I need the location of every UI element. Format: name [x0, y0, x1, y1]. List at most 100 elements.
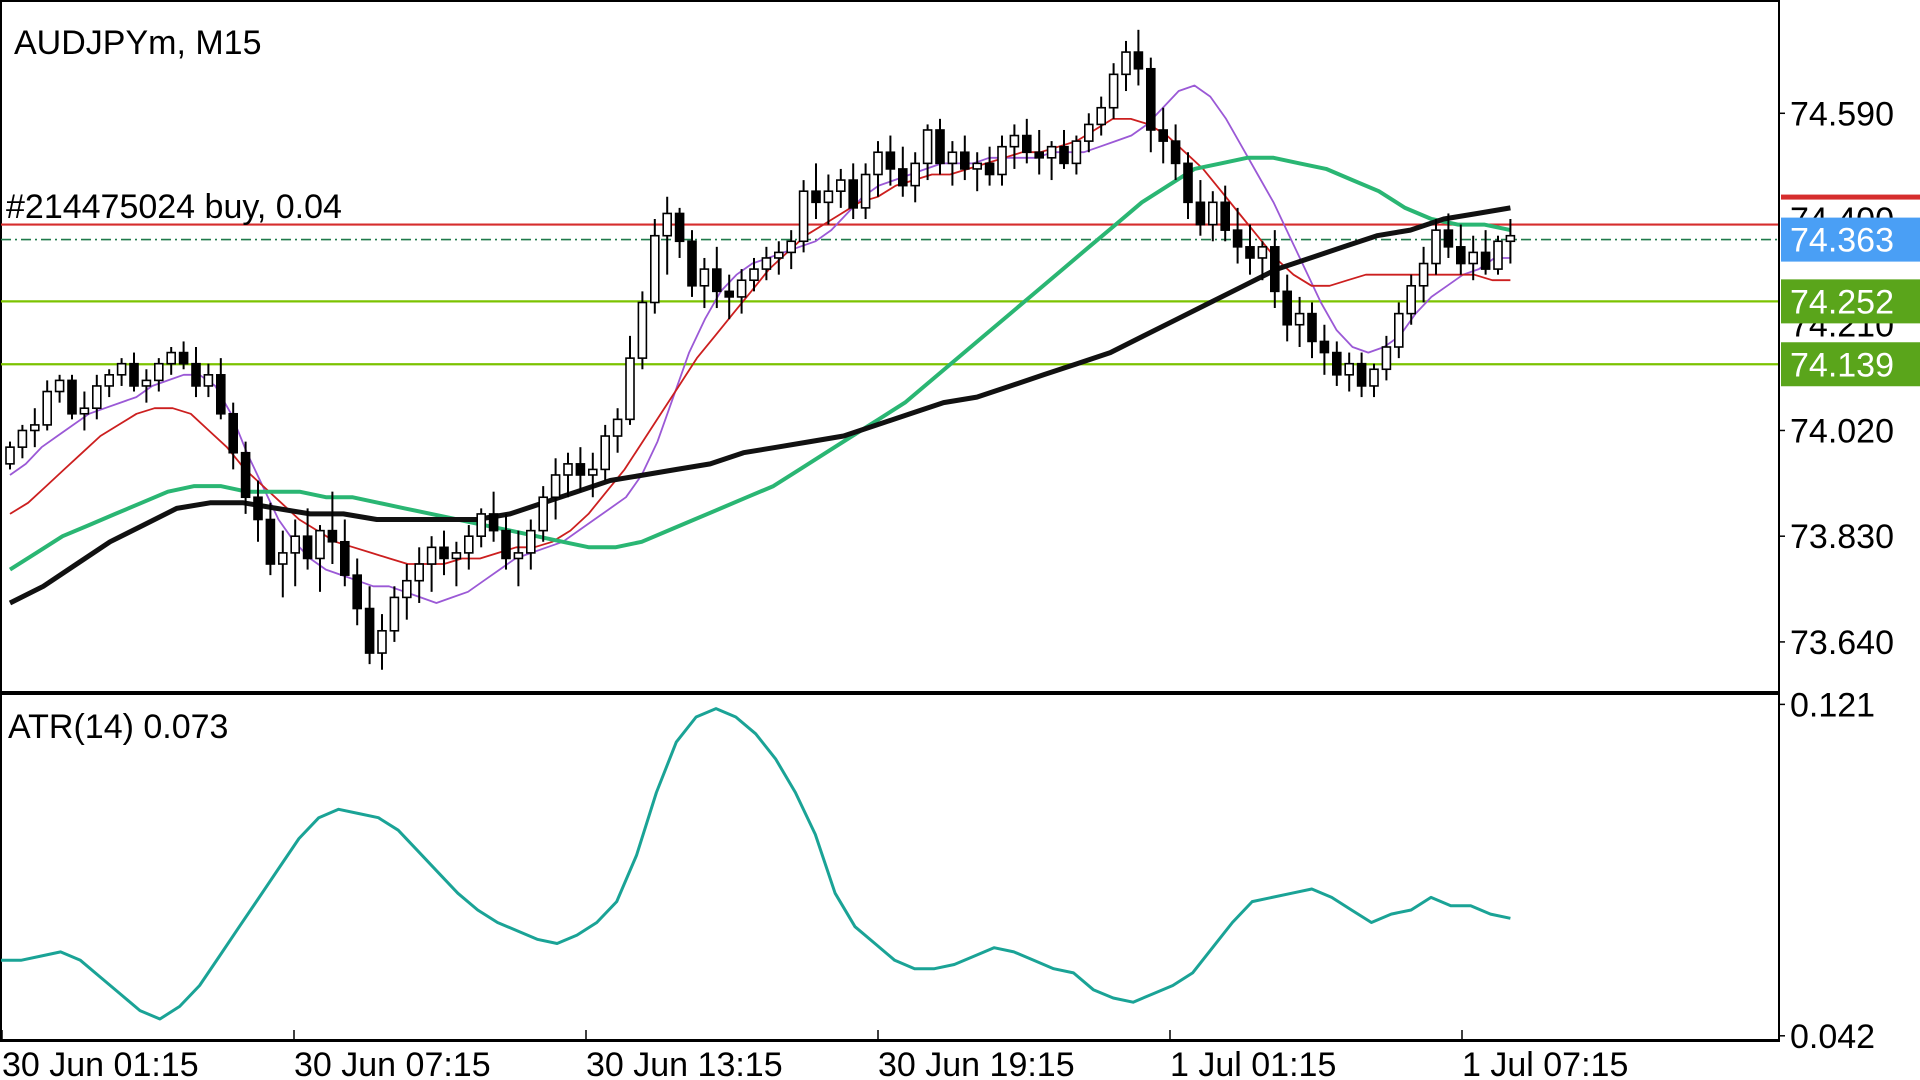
svg-text:74.363: 74.363	[1790, 222, 1894, 260]
candle	[984, 146, 995, 186]
candle	[240, 441, 251, 514]
candle	[1021, 118, 1032, 164]
candle	[761, 246, 772, 281]
candle	[1084, 113, 1094, 153]
svg-text:74.252: 74.252	[1790, 283, 1894, 321]
candle	[1195, 180, 1206, 236]
candle	[922, 124, 933, 181]
candle	[1009, 124, 1020, 169]
candle	[835, 168, 846, 208]
candle	[339, 519, 350, 587]
candle	[1170, 124, 1181, 181]
candle	[1443, 213, 1454, 258]
candle	[1381, 335, 1392, 381]
price-badge: 74.363	[1781, 217, 1920, 262]
price-tick-label: 73.640	[1790, 624, 1894, 662]
candle	[1493, 235, 1503, 275]
candle	[315, 525, 325, 592]
candle	[798, 180, 809, 253]
candle	[525, 519, 536, 570]
candle	[1071, 135, 1082, 175]
candle	[476, 508, 487, 548]
price-tick-label: 74.020	[1790, 412, 1894, 450]
candle	[253, 480, 263, 542]
candle	[439, 530, 449, 576]
candle	[1356, 352, 1367, 398]
candle	[377, 614, 387, 670]
candle	[327, 491, 338, 565]
candle	[1468, 235, 1478, 281]
candle	[1046, 141, 1057, 181]
candle	[1344, 352, 1354, 392]
candle	[1394, 302, 1404, 359]
price-tick-label: 74.590	[1790, 95, 1894, 133]
candle	[1232, 207, 1243, 264]
candle	[364, 586, 375, 665]
candle	[116, 358, 127, 386]
moving-average-line-3	[8, 205, 1511, 606]
moving-average-layer	[8, 84, 1511, 606]
candle	[1146, 57, 1156, 153]
candle	[389, 586, 400, 642]
candle	[79, 391, 90, 431]
candle	[575, 447, 586, 492]
candle	[501, 513, 511, 570]
candle	[29, 408, 40, 448]
candle	[129, 352, 139, 392]
atr-line	[1, 707, 1511, 1021]
candle	[414, 547, 425, 603]
candle	[1034, 129, 1044, 175]
symbol-title: AUDJPYm, M15	[14, 24, 262, 62]
candle	[625, 335, 635, 425]
candle	[1294, 296, 1305, 347]
candle	[674, 207, 685, 258]
time-axis: 30 Jun 01:15 30 Jun 07:15 30 Jun 13:15 30 J…	[0, 1030, 1779, 1080]
candle	[513, 530, 524, 587]
candle	[265, 502, 276, 576]
candle	[154, 358, 164, 392]
time-tick-label: 30 Jun 13:15	[586, 1046, 783, 1080]
candle	[463, 525, 474, 570]
candle	[637, 291, 648, 370]
candle	[104, 369, 114, 398]
candle	[42, 380, 53, 431]
candles-layer	[5, 29, 1516, 670]
price-badges: 74.363 74.252 74.139	[1781, 194, 1920, 387]
moving-average-line-1	[9, 118, 1511, 565]
atr-tick-label: 0.042	[1790, 1018, 1875, 1056]
candle	[166, 347, 176, 375]
candle	[935, 118, 945, 175]
candle	[1220, 185, 1230, 242]
candle	[662, 196, 673, 275]
candle	[1505, 219, 1516, 264]
order-line-label: #214475024 buy, 0.04	[6, 188, 342, 226]
candle	[1456, 224, 1466, 275]
candle	[1406, 274, 1416, 325]
main-panel-frame	[0, 0, 1780, 693]
candle	[141, 369, 152, 403]
candle	[451, 541, 462, 587]
candle	[600, 424, 611, 481]
moving-average-line-0	[9, 84, 1511, 604]
candle	[1369, 363, 1379, 398]
candle	[997, 135, 1007, 186]
candle	[1183, 152, 1193, 220]
candle	[724, 274, 735, 320]
candle	[910, 152, 921, 203]
candle	[649, 219, 660, 314]
candle	[178, 341, 189, 370]
time-tick-label: 30 Jun 19:15	[878, 1046, 1075, 1080]
candle	[786, 230, 797, 270]
candle	[5, 441, 15, 470]
candle	[823, 174, 834, 225]
svg-text:74.139: 74.139	[1790, 346, 1894, 384]
candle	[749, 257, 759, 292]
candle	[1257, 241, 1268, 281]
candle	[811, 163, 821, 220]
candle	[773, 241, 784, 275]
candle	[612, 408, 623, 453]
candle	[1418, 246, 1429, 303]
candle	[216, 358, 226, 420]
moving-average-line-2	[8, 155, 1511, 572]
